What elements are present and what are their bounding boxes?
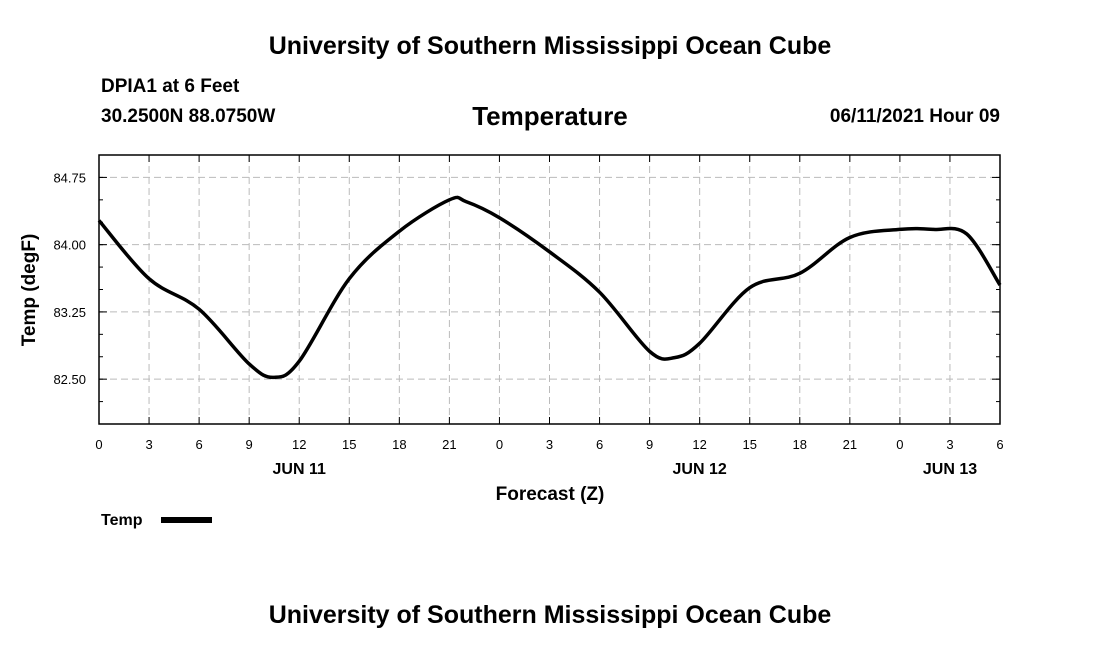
x-tick-label: 3 [546, 437, 553, 452]
data-point [349, 278, 350, 279]
date-label: JUN 12 [673, 461, 727, 478]
data-point [674, 357, 675, 358]
x-tick-label: 6 [195, 437, 202, 452]
data-point [299, 361, 300, 362]
x-tick-label: 18 [793, 437, 807, 452]
x-tick-label: 0 [896, 437, 903, 452]
axes: 0 3 6 9 12 15 18 21 0 3 6 9 12 15 18 21 0 3 6 82.50 83.25 84.… [19, 154, 1004, 505]
x-tick-label: 21 [843, 437, 857, 452]
x-tick-label: 3 [145, 437, 152, 452]
y-axis-title: Temp (degF) [19, 234, 40, 347]
x-tick-label: 12 [292, 437, 306, 452]
data-point [149, 278, 150, 279]
y-tick-label: 84.00 [53, 238, 86, 253]
data-point [899, 229, 900, 230]
plot-title: Temperature [472, 101, 628, 131]
series-line-temp [97, 195, 1002, 380]
data-point [499, 217, 500, 218]
y-tick-label: 84.75 [53, 170, 86, 185]
data-point [966, 233, 967, 234]
legend-label: Temp [101, 512, 143, 529]
station-name: DPIA1 at 6 Feet [101, 76, 240, 97]
data-point [274, 377, 275, 378]
data-point [199, 309, 200, 310]
x-tick-label: 9 [246, 437, 253, 452]
data-point [933, 229, 934, 230]
x-tick-label: 0 [95, 437, 102, 452]
bottom-title: University of Southern Mississippi Ocean… [268, 601, 832, 629]
x-tick-label: 12 [692, 437, 706, 452]
x-tick-label: 3 [946, 437, 953, 452]
x-tick-label: 21 [442, 437, 456, 452]
grid-lines [99, 155, 1000, 424]
series-layer [97, 195, 1002, 380]
data-point [549, 251, 550, 252]
x-tick-label: 6 [996, 437, 1003, 452]
y-tick-label: 82.50 [53, 372, 86, 387]
data-point [466, 201, 467, 202]
y-tick-label: 83.25 [53, 305, 86, 320]
date-label: JUN 11 [273, 461, 326, 478]
data-point [699, 343, 700, 344]
x-tick-label: 15 [342, 437, 356, 452]
date-label: JUN 13 [923, 461, 977, 478]
x-tick-label: 6 [596, 437, 603, 452]
forecast-timestamp: 06/11/2021 Hour 09 [829, 106, 1000, 127]
plot-frame [98, 154, 1001, 425]
x-tick-label: 15 [742, 437, 756, 452]
data-point [799, 273, 800, 274]
x-tick-label: 9 [646, 437, 653, 452]
x-tick-label: 18 [392, 437, 406, 452]
data-point [749, 287, 750, 288]
data-point [449, 199, 450, 200]
data-point [249, 363, 250, 364]
data-point [849, 237, 850, 238]
data-point [649, 351, 650, 352]
legend: Temp [101, 512, 212, 529]
x-tick-label: 0 [496, 437, 503, 452]
station-coordinates: 30.2500N 88.0750W [101, 106, 276, 127]
data-point [599, 292, 600, 293]
x-axis-title: Forecast (Z) [496, 484, 605, 505]
data-point [399, 231, 400, 232]
top-title: University of Southern Mississippi Ocean… [268, 32, 832, 60]
